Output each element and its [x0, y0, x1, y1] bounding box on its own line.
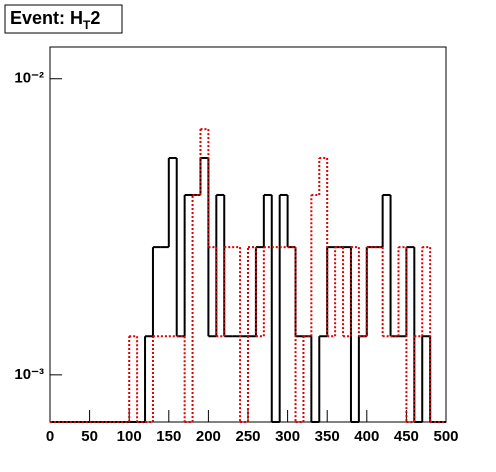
title-box — [4, 4, 123, 34]
x-tick-label: 500 — [433, 428, 458, 445]
y-tick-label: 10⁻² — [14, 70, 44, 87]
y-tick-label: 10⁻³ — [14, 366, 44, 383]
x-tick-label: 250 — [235, 428, 260, 445]
x-tick-label: 150 — [156, 428, 181, 445]
chart-title: Event: HT2 — [10, 8, 100, 32]
x-tick-label: 400 — [354, 428, 379, 445]
x-tick-label: 350 — [315, 428, 340, 445]
x-tick-label: 300 — [275, 428, 300, 445]
x-tick-label: 450 — [394, 428, 419, 445]
x-tick-label: 50 — [81, 428, 98, 445]
x-tick-label: 0 — [46, 428, 54, 445]
x-tick-label: 200 — [196, 428, 221, 445]
x-tick-label: 100 — [117, 428, 142, 445]
